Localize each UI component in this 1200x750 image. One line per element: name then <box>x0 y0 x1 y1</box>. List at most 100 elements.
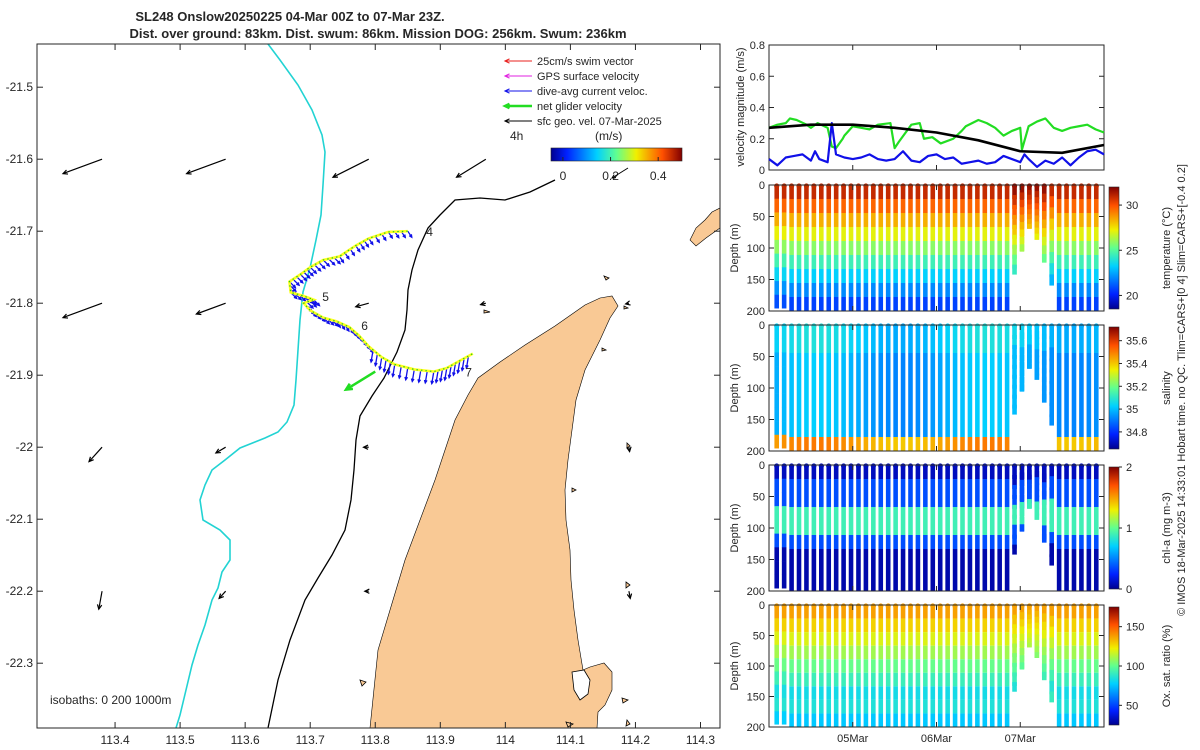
geo-vector <box>61 158 103 175</box>
section-cast <box>1093 323 1099 451</box>
geo-vector-head <box>479 300 486 307</box>
section-cast <box>922 323 928 451</box>
section-cast <box>788 463 795 591</box>
cast-surface-dot <box>1034 603 1040 609</box>
geo-vector-shaft <box>332 158 370 178</box>
section-cast <box>826 183 832 311</box>
current-vector-shaft <box>461 358 465 371</box>
current-vector-head <box>326 320 331 325</box>
cast-surface-dot <box>1034 183 1040 189</box>
current-vector-shaft <box>383 359 387 372</box>
current-vector <box>447 365 452 380</box>
section-background <box>769 185 1104 311</box>
cast-surface-dot <box>915 463 921 469</box>
current-vector-head <box>337 260 342 265</box>
map-xtick-label: 114.2 <box>621 733 650 747</box>
section-salinity: 0 50 100 150 200 Depth (m) 34.8 35 35.2 35.4 35.6 s… <box>729 320 1173 458</box>
cast-surface-dot <box>989 463 995 469</box>
cast-surface-dot <box>841 323 847 329</box>
cast-surface-dot <box>959 323 966 329</box>
section-cast <box>818 603 824 727</box>
geo-vector-shaft <box>218 590 227 599</box>
date-tick-label: 06Mar <box>921 733 953 745</box>
colorbar-tick-label: 35.6 <box>1126 336 1147 348</box>
section-colorbar-label: salinity <box>1161 371 1173 405</box>
current-vector <box>456 360 461 375</box>
cast-surface-dot <box>1063 183 1070 189</box>
legend-label: sfc geo. vel. 07-Mar-2025 <box>537 116 662 128</box>
current-vector <box>318 261 326 270</box>
current-vector-shaft <box>431 371 435 384</box>
vel-series-line <box>768 117 1105 151</box>
section-cast <box>1041 603 1047 681</box>
legend-arrow <box>503 88 532 94</box>
section-cast <box>1041 463 1047 543</box>
cast-surface-dot <box>1071 183 1077 189</box>
legend-arrow <box>503 73 532 79</box>
cast-surface-dot <box>907 183 914 189</box>
cast-surface-dot <box>863 463 869 469</box>
section-cast <box>863 603 869 727</box>
cast-surface-dot <box>1078 463 1085 469</box>
section-cast <box>863 183 869 311</box>
cast-surface-dot <box>1004 603 1010 609</box>
cast-surface-dot <box>959 183 966 189</box>
cast-surface-dot <box>878 183 884 189</box>
glider-track-dots <box>288 230 474 373</box>
cast-surface-dot <box>989 183 995 189</box>
current-vector-shaft <box>424 370 428 383</box>
current-vector-shaft <box>405 367 409 380</box>
geo-vector-head <box>331 172 338 178</box>
section-cast <box>878 323 884 451</box>
section-cast <box>1071 603 1077 727</box>
colorbar-tick-label: 2 <box>1126 462 1132 474</box>
current-vector-shaft <box>374 353 379 366</box>
day-marker-label: 6 <box>361 319 368 333</box>
current-vector <box>369 349 374 364</box>
section-cast <box>788 183 795 311</box>
section-ytick-label: 100 <box>747 243 765 255</box>
cast-surface-dot <box>974 183 980 189</box>
net-velocity-arrow-head <box>343 383 354 392</box>
section-cast <box>1093 183 1099 311</box>
section-ytick-label: 100 <box>747 383 765 395</box>
geo-vector <box>331 158 370 178</box>
section-cast <box>930 603 936 727</box>
cast-surface-dot <box>781 183 787 189</box>
section-cast <box>1034 323 1040 380</box>
geo-vector <box>214 446 226 454</box>
cast-surface-dot <box>930 463 936 469</box>
current-vector-head <box>296 282 301 287</box>
cast-surface-dot <box>788 603 795 609</box>
cast-surface-dot <box>788 323 795 329</box>
section-cast <box>1071 463 1077 591</box>
section-background <box>769 465 1104 591</box>
section-ytick-label: 50 <box>753 352 765 364</box>
section-cast <box>1086 463 1092 591</box>
section-colorbar <box>1108 186 1120 310</box>
geo-vector-shaft <box>186 158 226 175</box>
section-cast <box>855 183 862 311</box>
section-cast <box>1049 463 1055 566</box>
cast-surface-dot <box>774 463 780 469</box>
current-vector-head <box>397 375 402 380</box>
section-cast <box>878 183 884 311</box>
map-xtick-label: 113.6 <box>231 733 260 747</box>
vel-ytick-label: 0 <box>759 165 765 177</box>
section-cast <box>915 603 921 727</box>
current-vector <box>465 355 470 370</box>
geo-vector <box>362 444 369 450</box>
section-cast <box>959 323 966 451</box>
cast-surface-dot <box>1078 183 1085 189</box>
cast-surface-dot <box>1004 183 1010 189</box>
section-cast <box>1004 183 1010 311</box>
cast-surface-dot <box>833 323 839 329</box>
current-vector-head <box>317 267 322 272</box>
section-cast <box>1011 323 1018 415</box>
section-cast <box>885 183 891 311</box>
section-cast <box>870 183 876 311</box>
time-step-label: 4h <box>510 129 523 143</box>
map-xtick-label: 114.1 <box>556 733 585 747</box>
section-ytick-label: 100 <box>747 523 765 535</box>
cast-surface-dot <box>982 183 988 189</box>
